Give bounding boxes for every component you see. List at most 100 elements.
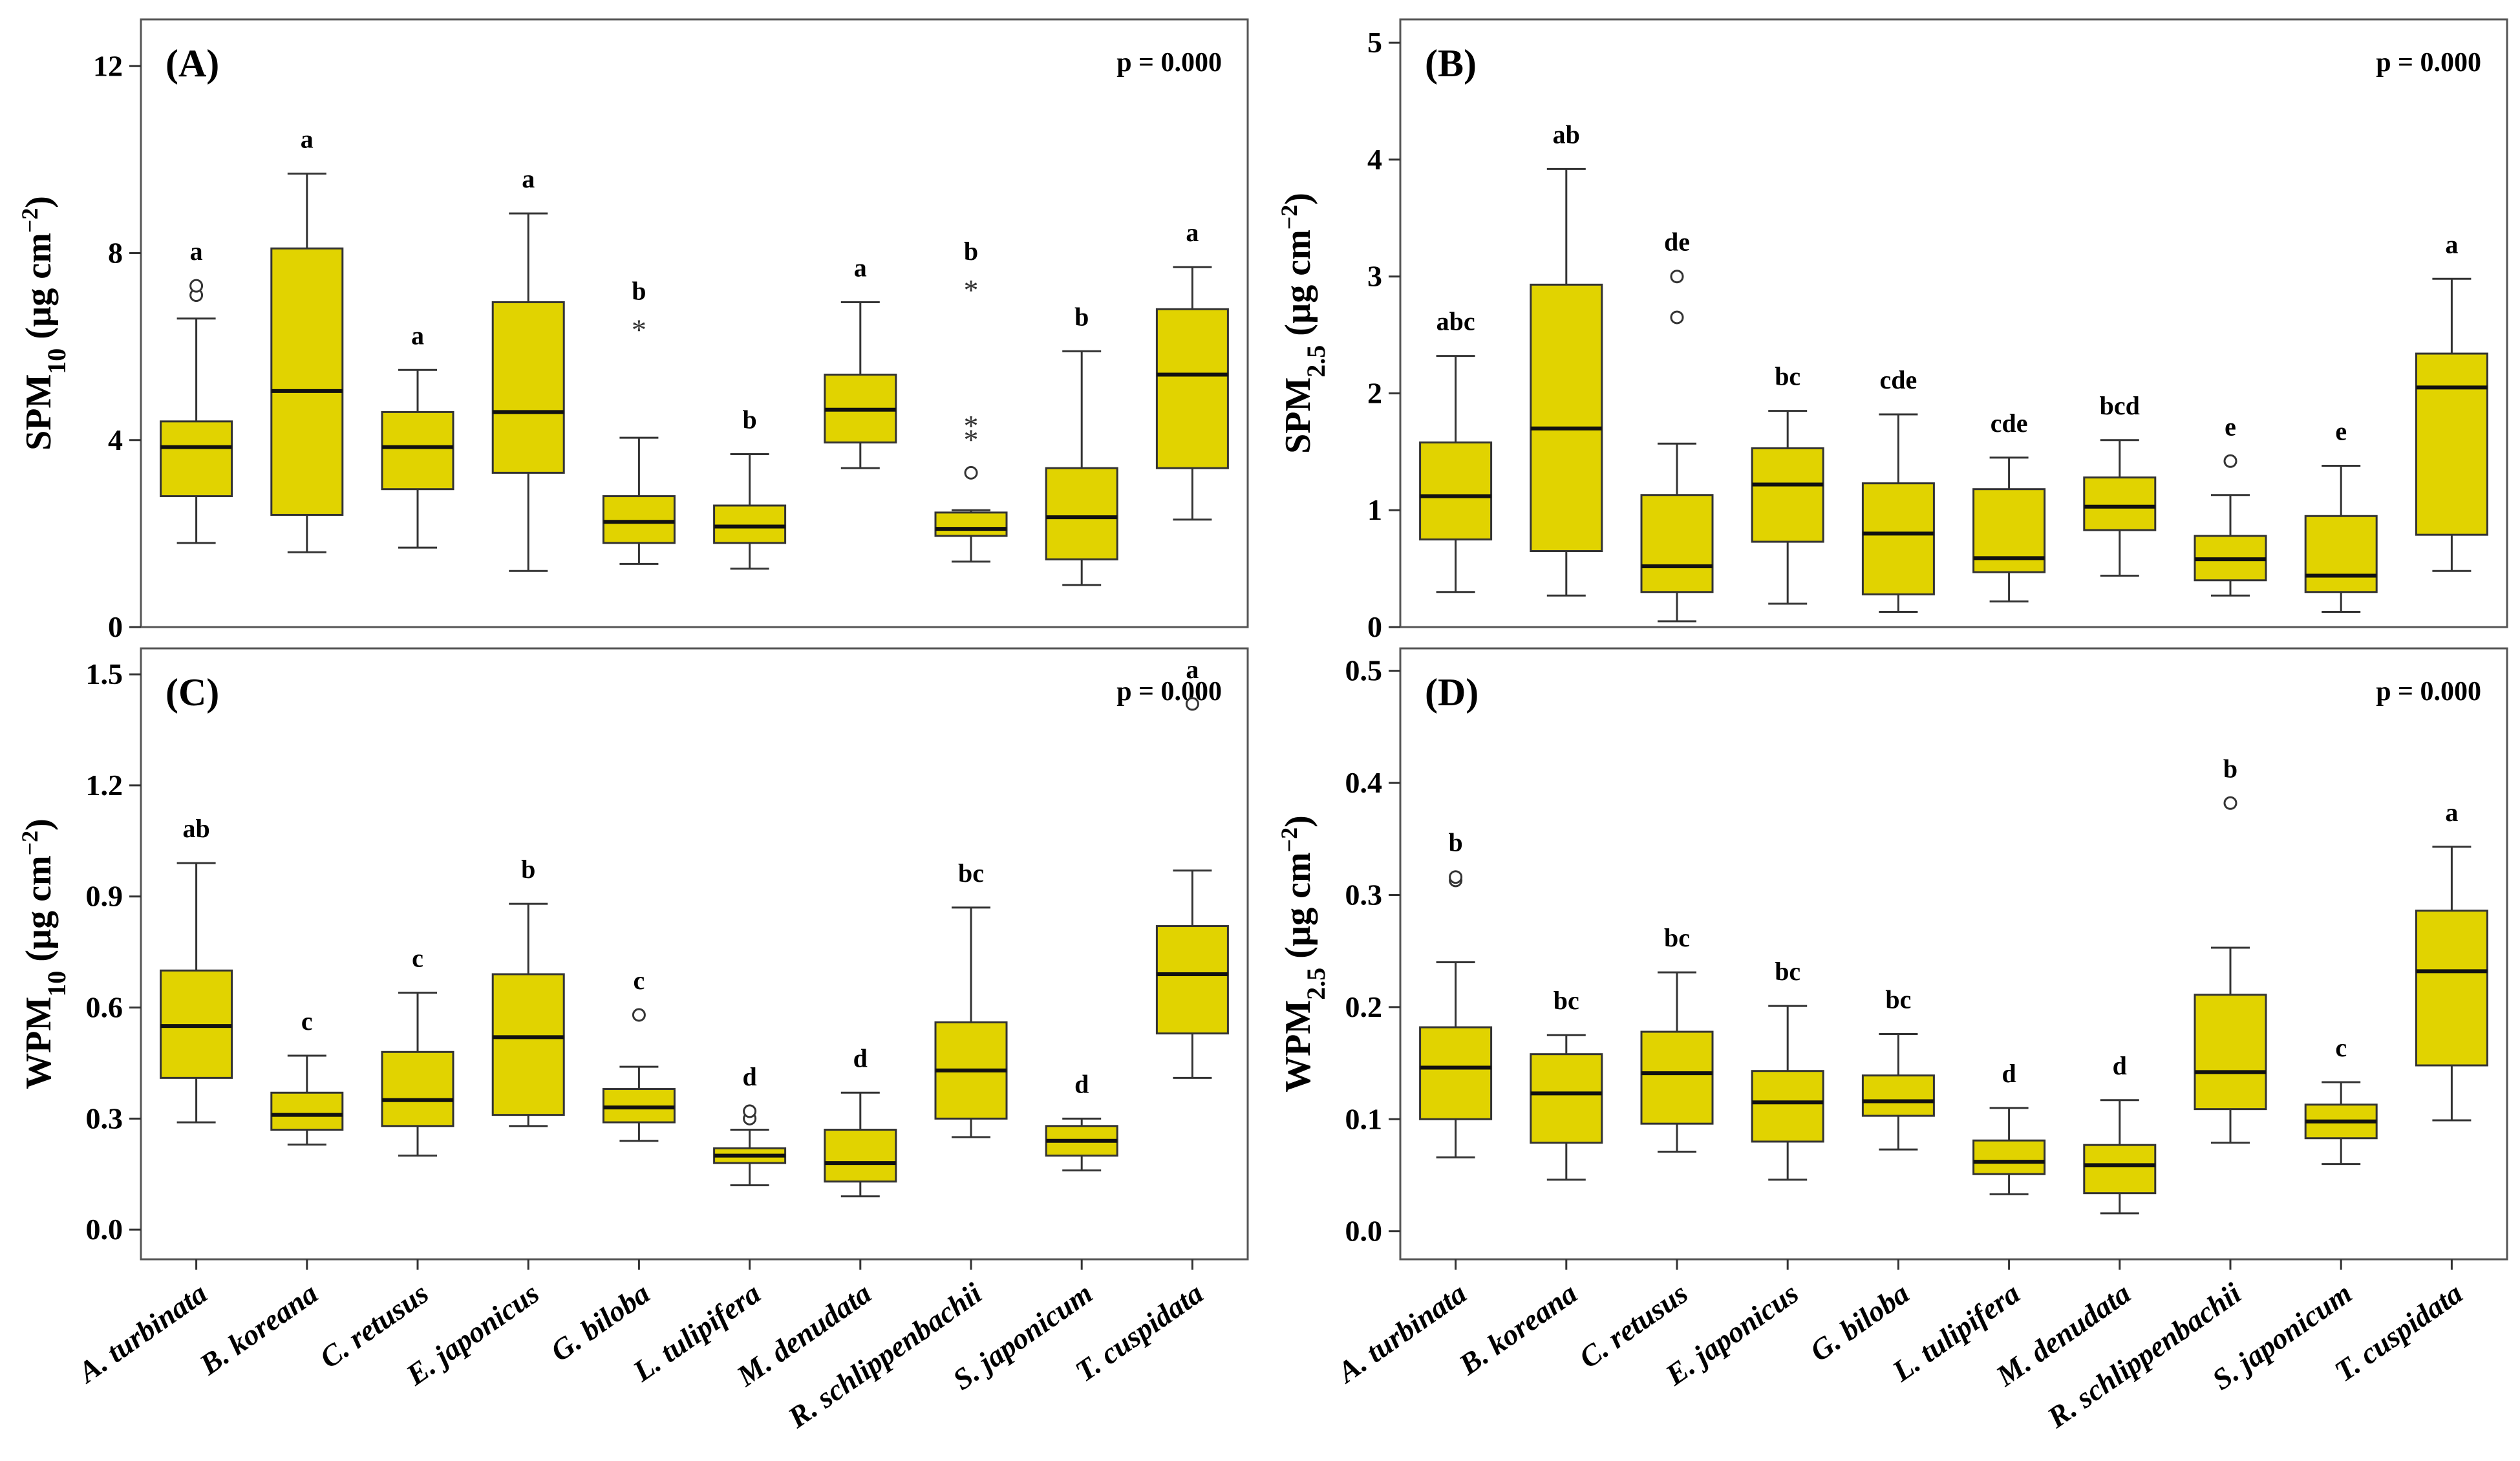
panel-label: (B) <box>1425 42 1477 85</box>
box-iqr <box>381 411 454 491</box>
outlier-circle <box>964 465 978 480</box>
significance-letter: b <box>2223 754 2237 783</box>
significance-letter: ab <box>1553 120 1580 149</box>
y-label-subscript: 2.5 <box>1301 345 1330 378</box>
box-4: *b <box>602 277 676 565</box>
significance-letter: a <box>190 237 203 266</box>
panel-c: 0.0 0.3 0.6 0.9 1.2 1.5 (C) p = 0.000 WPM10 (µg … <box>17 647 1249 1434</box>
y-axis-label: SPM2.5 (µg cm−2) <box>1276 193 1330 454</box>
significance-letter: d <box>1074 1069 1089 1098</box>
y-label-subscript: 10 <box>42 971 71 997</box>
box-6: dM. denudata <box>1990 1051 2157 1393</box>
significance-letter: a <box>1186 655 1199 684</box>
box-3: bcE. japonicus <box>1659 957 1824 1392</box>
y-tick-label: 0.3 <box>1345 878 1383 911</box>
box-iqr <box>602 495 676 544</box>
y-tick-label: 3 <box>1367 260 1382 293</box>
category-label: A. turbinata <box>1330 1276 1472 1389</box>
plot-frame <box>140 647 1249 1261</box>
significance-letter: d <box>853 1043 868 1072</box>
p-value: p = 0.000 <box>1116 677 1222 707</box>
y-label-close: ) <box>1278 193 1318 205</box>
box-iqr <box>1530 1053 1603 1144</box>
significance-letter: e <box>2225 412 2236 441</box>
box-3: bc <box>1751 362 1824 605</box>
significance-letter: bc <box>1775 957 1800 986</box>
category-label: B. koreana <box>193 1276 324 1381</box>
y-tick-label: 0 <box>1367 610 1382 643</box>
y-tick-label: 5 <box>1367 26 1382 59</box>
y-tick-label: 0.3 <box>86 1102 123 1135</box>
box-2: a <box>381 321 454 549</box>
y-label-unit: (µg cm <box>1278 229 1318 345</box>
box-iqr <box>2194 994 2267 1111</box>
significance-letter: b <box>632 277 646 306</box>
box-iqr <box>934 511 1008 537</box>
box-iqr <box>1419 441 1493 540</box>
y-label-superscript: −2 <box>17 831 43 856</box>
box-9: a <box>2415 229 2488 572</box>
significance-letter: b <box>1448 828 1462 857</box>
significance-letter: abc <box>1436 307 1475 336</box>
y-tick-label: 4 <box>108 423 123 456</box>
significance-letter: bc <box>1775 362 1800 391</box>
y-tick-label: 0.0 <box>1345 1215 1383 1248</box>
box-iqr <box>270 247 344 516</box>
plot-frame <box>140 18 1249 628</box>
y-tick-label: 1.5 <box>86 657 123 690</box>
y-tick-label: 0.9 <box>86 880 123 913</box>
box-2: de <box>1640 228 1714 623</box>
box-0: abc <box>1419 307 1493 593</box>
outlier-star: * <box>964 273 979 306</box>
p-value: p = 0.000 <box>2376 677 2481 707</box>
box-9: a <box>1155 218 1229 521</box>
box-iqr <box>160 420 233 498</box>
box-0: a <box>160 237 233 544</box>
box-iqr <box>2083 1144 2157 1195</box>
y-label-unit: (µg cm <box>19 233 59 348</box>
outlier-star: * <box>964 423 979 456</box>
y-tick-label: 0.2 <box>1345 990 1383 1023</box>
outlier-circle <box>189 279 204 293</box>
box-4: bcG. biloba <box>1804 985 1935 1368</box>
panel-label: (A) <box>166 42 219 85</box>
y-tick-label: 12 <box>93 49 123 82</box>
significance-letter: c <box>412 944 423 973</box>
y-label-close: ) <box>19 196 59 208</box>
y-tick-label: 0 <box>108 610 123 643</box>
box-iqr <box>1530 283 1603 552</box>
y-tick-label: 0.1 <box>1345 1102 1383 1135</box>
box-iqr <box>713 504 787 544</box>
significance-letter: a <box>1186 218 1199 247</box>
significance-letter: a <box>2445 798 2458 827</box>
significance-letter: d <box>742 1062 756 1091</box>
y-label-close: ) <box>1278 815 1318 827</box>
box-iqr <box>491 973 565 1116</box>
y-label-superscript: −2 <box>1276 827 1302 853</box>
box-iqr <box>1861 1074 1935 1117</box>
box-3: a <box>491 164 565 572</box>
y-axis-label: WPM2.5 (µg cm−2) <box>1276 815 1330 1093</box>
significance-letter: bc <box>1885 985 1911 1014</box>
y-label-main: SPM <box>19 374 59 451</box>
y-label-subscript: 2.5 <box>1301 968 1330 1000</box>
y-tick-label: 8 <box>108 237 123 270</box>
plot-frame <box>1399 647 2508 1261</box>
outlier-circle <box>1185 697 1199 711</box>
box-iqr <box>381 1050 454 1127</box>
box-5: cde <box>1972 409 2046 603</box>
y-label-unit: (µg cm <box>1278 852 1318 967</box>
outlier-circle <box>1670 310 1684 325</box>
significance-letter: c <box>301 1007 313 1036</box>
p-value: p = 0.000 <box>1116 48 1222 78</box>
significance-letter: c <box>2335 1033 2347 1062</box>
significance-letter: ab <box>182 814 209 843</box>
outlier-star: * <box>632 314 646 347</box>
p-value: p = 0.000 <box>2376 48 2481 78</box>
category-label: A. turbinata <box>70 1276 213 1389</box>
y-label-superscript: −2 <box>1276 205 1302 230</box>
y-label-main: WPM <box>1278 1000 1318 1093</box>
outlier-circle <box>1670 270 1684 284</box>
